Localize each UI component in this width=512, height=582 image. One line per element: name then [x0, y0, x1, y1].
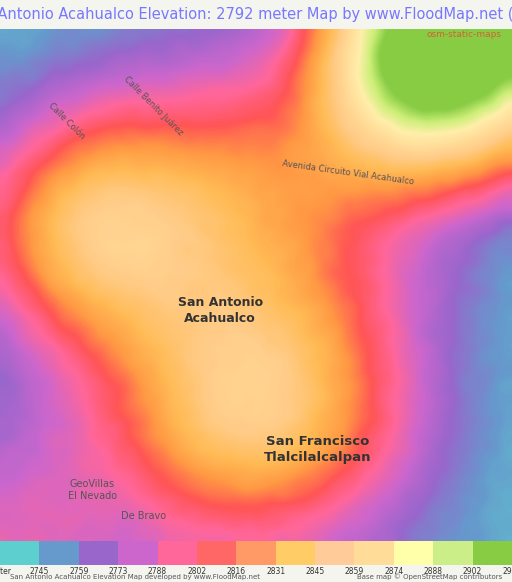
Text: meter: meter	[0, 567, 11, 576]
Text: San Francisco
Tlalcilalcalpan: San Francisco Tlalcilalcalpan	[264, 435, 371, 464]
Text: Calle Colón: Calle Colón	[47, 101, 87, 141]
Bar	[0, 541, 39, 565]
Bar	[433, 541, 473, 565]
Bar	[473, 541, 512, 565]
Text: 2831: 2831	[266, 567, 285, 576]
Text: San Antonio Acahualco Elevation Map developed by www.FloodMap.net: San Antonio Acahualco Elevation Map deve…	[10, 574, 260, 580]
Bar	[118, 541, 158, 565]
Text: San Antonio Acahualco Elevation: 2792 meter Map by www.FloodMap.net (beta: San Antonio Acahualco Elevation: 2792 me…	[0, 7, 512, 22]
Text: Avenida Circuito Vial Acahualco: Avenida Circuito Vial Acahualco	[282, 159, 415, 186]
Bar	[275, 541, 315, 565]
Text: 2845: 2845	[306, 567, 325, 576]
Bar	[237, 541, 275, 565]
Text: Base map © OpenStreetMap contributors: Base map © OpenStreetMap contributors	[356, 574, 502, 580]
Text: 2859: 2859	[345, 567, 364, 576]
Bar	[158, 541, 197, 565]
Bar	[394, 541, 433, 565]
Text: Calle Benito Juárez: Calle Benito Juárez	[122, 74, 185, 137]
Bar	[39, 541, 79, 565]
Text: GeoVillas
El Nevado: GeoVillas El Nevado	[68, 479, 117, 501]
Text: 2802: 2802	[187, 567, 206, 576]
Text: 2773: 2773	[109, 567, 128, 576]
Bar	[315, 541, 354, 565]
Text: osm-static-maps: osm-static-maps	[427, 30, 502, 40]
Bar	[354, 541, 394, 565]
Text: 2745: 2745	[30, 567, 49, 576]
Text: 2902: 2902	[463, 567, 482, 576]
Text: 2888: 2888	[424, 567, 443, 576]
Bar	[197, 541, 237, 565]
Text: 2874: 2874	[384, 567, 403, 576]
Text: 2788: 2788	[148, 567, 167, 576]
Text: De Bravo: De Bravo	[121, 510, 166, 521]
Text: 2816: 2816	[227, 567, 246, 576]
Bar	[79, 541, 118, 565]
Text: San Antonio
Acahualco: San Antonio Acahualco	[178, 296, 263, 325]
Text: 2759: 2759	[69, 567, 89, 576]
Text: 2917: 2917	[502, 567, 512, 576]
